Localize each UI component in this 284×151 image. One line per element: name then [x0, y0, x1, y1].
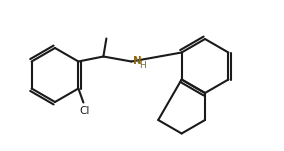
Text: H: H [139, 61, 146, 70]
Text: N: N [133, 56, 142, 66]
Text: Cl: Cl [79, 106, 89, 116]
